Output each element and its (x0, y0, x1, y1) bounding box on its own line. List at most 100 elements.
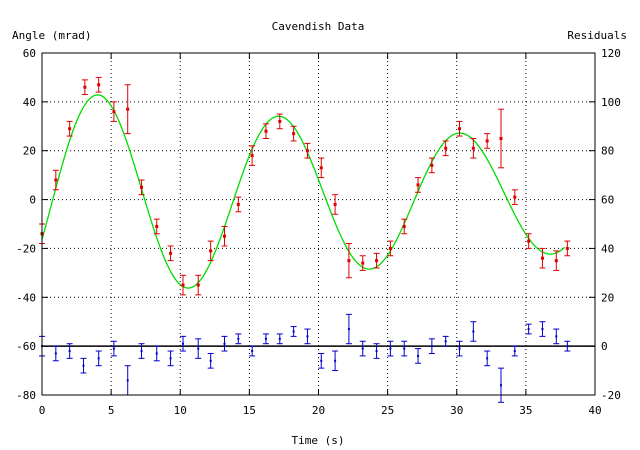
data-marker (196, 283, 200, 287)
data-marker (565, 246, 569, 250)
residual-marker (251, 350, 254, 353)
residual-marker (458, 347, 461, 350)
data-marker (485, 139, 489, 143)
data-point (195, 274, 202, 296)
data-marker (278, 119, 282, 123)
residual-point (290, 326, 297, 337)
data-marker (292, 132, 296, 136)
data-marker (444, 146, 448, 150)
residual-point (387, 340, 394, 357)
y-tick-label: 20 (23, 145, 36, 158)
data-marker (305, 149, 309, 153)
residual-point (497, 367, 504, 403)
residual-point (484, 350, 491, 367)
residual-point (138, 343, 145, 359)
data-marker (513, 195, 517, 199)
residual-point (525, 323, 532, 335)
y2-tick-label: -20 (601, 389, 621, 402)
residual-point (318, 352, 325, 369)
residual-marker (486, 357, 489, 360)
data-point (95, 76, 102, 93)
residual-marker (68, 350, 71, 353)
data-marker (458, 127, 462, 131)
data-marker (169, 251, 173, 255)
residual-marker (306, 335, 309, 338)
residual-point (167, 350, 174, 367)
residual-point (511, 345, 518, 357)
data-point (456, 120, 463, 137)
data-point (221, 225, 228, 247)
x-tick-label: 0 (39, 404, 46, 417)
y-tick-label: -20 (16, 242, 36, 255)
residual-marker (320, 359, 323, 362)
chart-title: Cavendish Data (272, 20, 365, 33)
data-marker (126, 107, 130, 111)
data-point (207, 240, 214, 262)
residual-point (553, 328, 560, 345)
residual-point (456, 340, 463, 357)
residual-marker (155, 352, 158, 355)
residual-point (249, 345, 256, 357)
residual-point (153, 345, 160, 362)
y2-tick-label: 60 (601, 194, 614, 207)
data-point (401, 218, 408, 235)
residual-marker (375, 350, 378, 353)
data-point (415, 177, 422, 193)
residual-marker (417, 354, 420, 357)
y-axis-label: Angle (mrad) (12, 29, 91, 42)
residual-point (373, 343, 380, 359)
data-point (138, 179, 145, 196)
residual-marker (499, 384, 502, 387)
residual-marker (555, 335, 558, 338)
data-marker (155, 224, 159, 228)
y2-tick-label: 40 (601, 242, 614, 255)
y2-tick-label: 20 (601, 291, 614, 304)
data-point (153, 218, 160, 235)
x-tick-label: 40 (588, 404, 601, 417)
y-tick-label: 40 (23, 96, 36, 109)
y2-axis-label: Residuals (567, 29, 627, 42)
residual-marker (237, 337, 240, 340)
residual-point (276, 333, 283, 345)
residual-point (539, 321, 546, 337)
data-marker (68, 127, 72, 131)
data-marker (361, 261, 365, 265)
y-tick-label: -60 (16, 340, 36, 353)
residual-marker (54, 352, 57, 355)
data-marker (347, 259, 351, 263)
residual-point (95, 350, 102, 367)
residual-point (345, 313, 352, 345)
residual-point (304, 328, 311, 345)
residual-point (52, 345, 59, 362)
data-point (373, 252, 380, 269)
residual-marker (527, 328, 530, 331)
data-marker (402, 224, 406, 228)
data-point (553, 250, 560, 271)
residual-marker (182, 342, 185, 345)
data-marker (112, 110, 116, 114)
x-tick-label: 25 (381, 404, 394, 417)
residual-series (39, 313, 571, 403)
data-point (81, 79, 88, 96)
data-marker (236, 202, 240, 206)
residual-marker (444, 340, 447, 343)
data-point (180, 274, 187, 296)
data-point (497, 108, 504, 169)
residual-point (359, 340, 366, 357)
data-marker (554, 259, 558, 263)
residual-point (110, 340, 117, 357)
residual-point (401, 340, 408, 357)
data-point (276, 113, 283, 130)
data-point (66, 120, 73, 137)
residual-point (470, 321, 477, 342)
data-marker (54, 178, 58, 182)
y-tick-label: -80 (16, 389, 36, 402)
data-marker (181, 283, 185, 287)
residual-point (235, 333, 242, 345)
data-point (564, 240, 571, 257)
x-tick-label: 35 (519, 404, 532, 417)
residual-marker (513, 350, 516, 353)
residual-marker (112, 347, 115, 350)
y-tick-label: 0 (29, 194, 36, 207)
